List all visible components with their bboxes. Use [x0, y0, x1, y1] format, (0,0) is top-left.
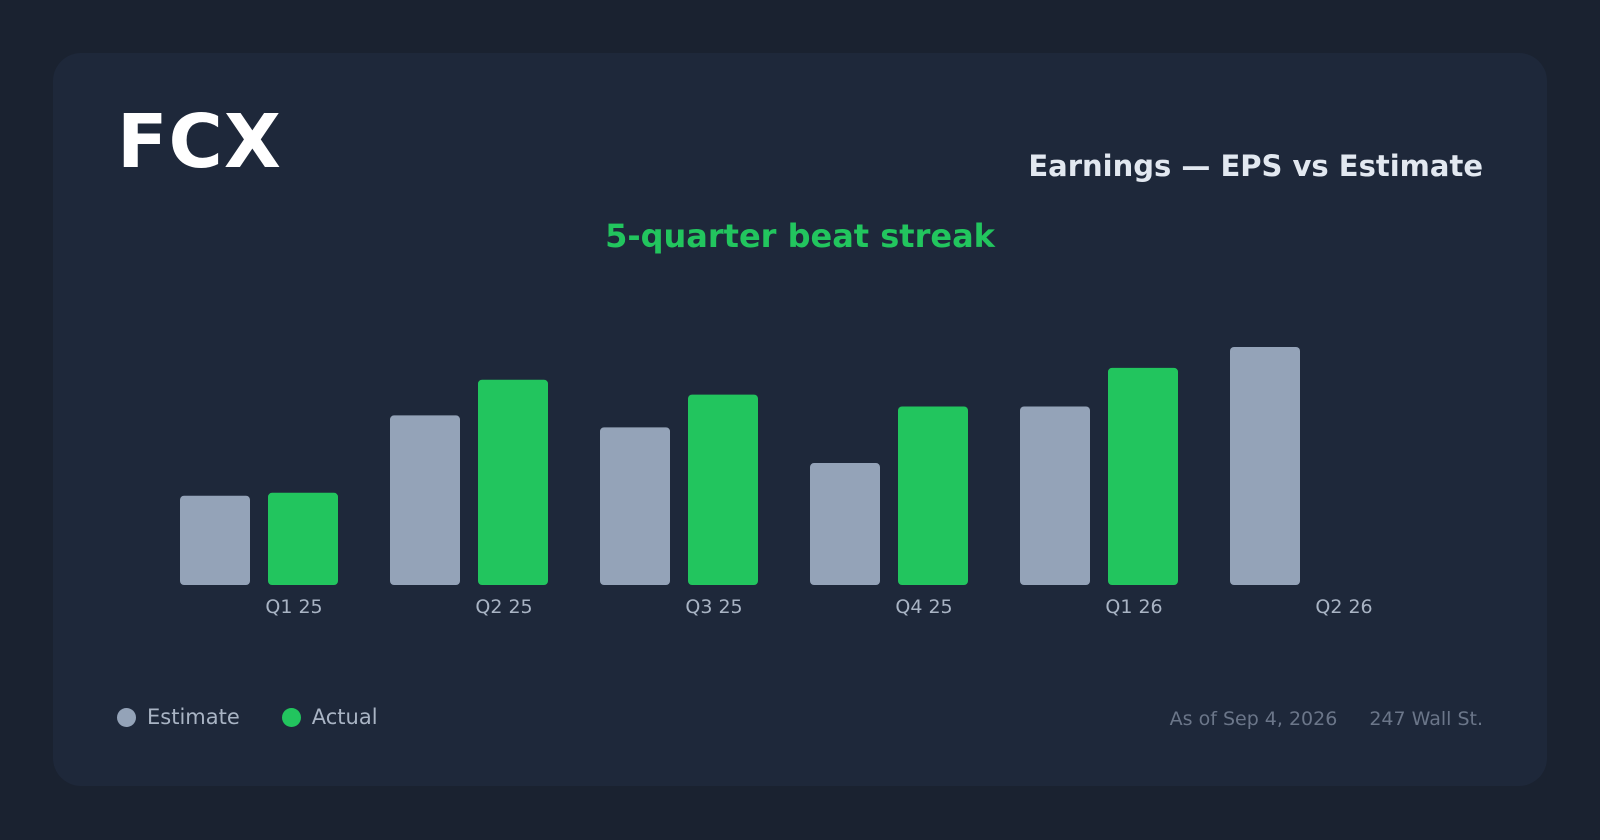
bar-actual-q1-25 [268, 492, 338, 585]
legend-item-actual: Actual [281, 705, 378, 729]
x-tick-label: Q1 26 [1105, 596, 1162, 618]
legend-label-actual: Actual [311, 705, 378, 729]
bar-estimate-q1-25 [180, 495, 250, 585]
ticker-symbol: FCX [117, 99, 282, 185]
actual-swatch-icon [281, 707, 301, 727]
x-tick-label: Q2 26 [1315, 596, 1372, 618]
bar-actual-q2-25 [478, 379, 548, 585]
bar-estimate-q2-25 [390, 415, 460, 585]
bar-estimate-q1-26 [1020, 406, 1090, 585]
eps-bar-chart: Q1 25 Q2 25 Q3 25 Q4 25 Q1 26 Q2 26 [180, 347, 1373, 618]
x-tick-label: Q4 25 [895, 596, 952, 618]
chart-card: FCX Earnings — EPS vs Estimate 5-quarter… [53, 53, 1547, 786]
legend-label-estimate: Estimate [147, 705, 240, 729]
x-tick-label: Q2 25 [475, 596, 532, 618]
estimate-swatch-icon [117, 707, 136, 727]
bar-estimate-q3-25 [600, 427, 670, 585]
footer: As of Sep 4, 2026 247 Wall St. [1170, 708, 1483, 730]
bar-estimate-q4-25 [810, 463, 880, 585]
bar-actual-q3-25 [688, 394, 758, 585]
x-tick-label: Q1 25 [265, 596, 322, 618]
chart-title: Earnings — EPS vs Estimate [1028, 149, 1483, 183]
legend: Estimate Actual [117, 705, 378, 729]
bar-actual-q1-26 [1108, 367, 1178, 585]
bar-estimate-q2-26 [1230, 347, 1300, 585]
x-tick-label: Q3 25 [685, 596, 742, 618]
as-of-date: As of Sep 4, 2026 [1169, 708, 1338, 730]
beat-streak-headline: 5-quarter beat streak [605, 217, 995, 255]
source-credit: 247 Wall St. [1369, 708, 1483, 730]
legend-item-estimate: Estimate [117, 705, 240, 729]
bar-actual-q4-25 [898, 406, 968, 585]
